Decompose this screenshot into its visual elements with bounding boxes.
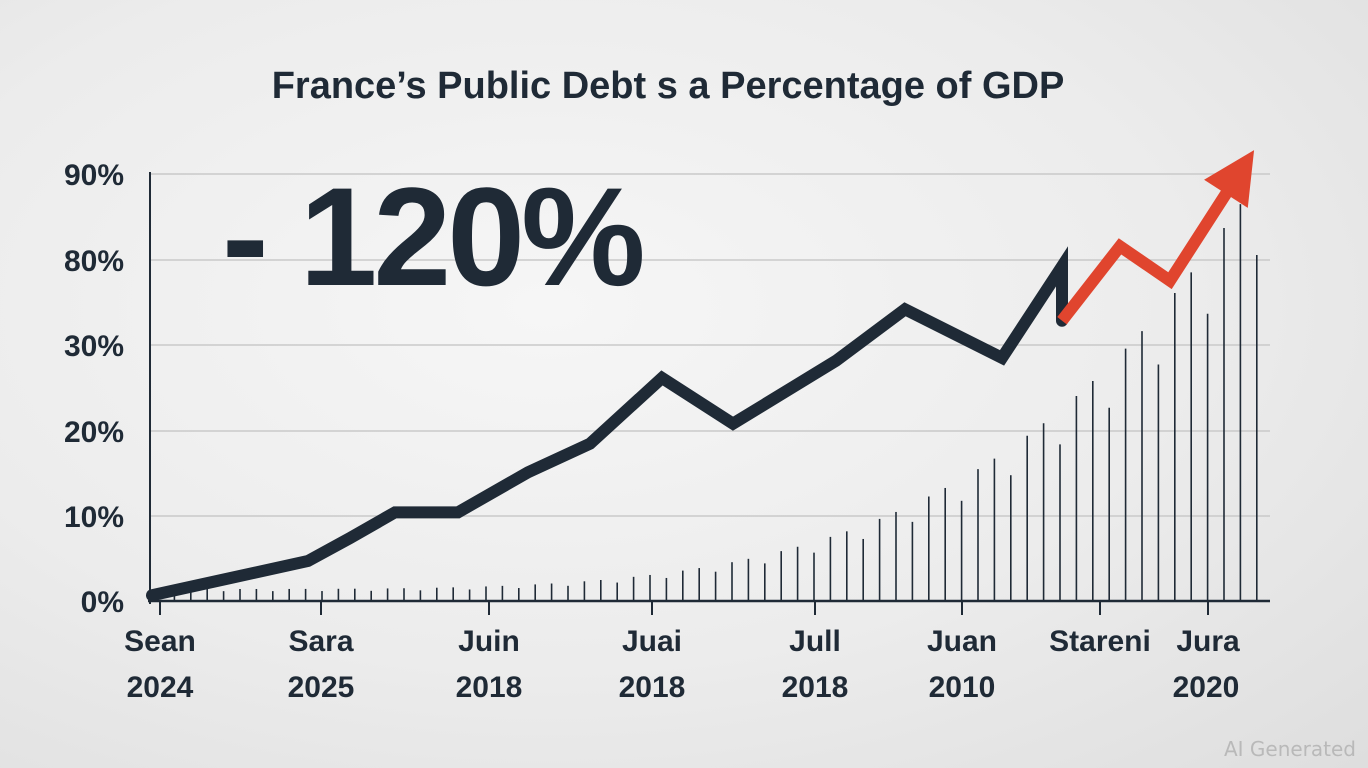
series-lines [146, 150, 1255, 602]
series-line-debt [146, 246, 1068, 602]
y-tick-labels: 0% 10% 20% 30% 80% 90% [64, 159, 124, 619]
y-tick-label: 20% [64, 416, 124, 449]
y-tick-label: 30% [64, 330, 124, 363]
y-tick-label: 90% [64, 159, 124, 192]
chart-title: France’s Public Debt s a Percentage of G… [272, 65, 1065, 107]
x-tick-label: Jura [1176, 625, 1240, 658]
x-tick-label: 2018 [456, 671, 523, 704]
x-tick-label: Juan [927, 625, 997, 658]
x-tick-label: 2025 [288, 671, 355, 704]
gridlines [150, 173, 1270, 517]
x-tick-label: Juai [622, 625, 682, 658]
x-tick-label: 2024 [127, 671, 194, 704]
x-tick-label: Jull [789, 625, 841, 658]
x-tick-label: 2018 [782, 671, 849, 704]
y-tick-label: 80% [64, 245, 124, 278]
annotation-big-label: - 120% [222, 158, 642, 315]
x-tick-label: 2018 [619, 671, 686, 704]
x-tick-label: Stareni [1049, 625, 1151, 658]
x-tick-labels: Sean 2024 Sara 2025 Juin 2018 Juai 2018 Jull 2018… [124, 601, 1240, 704]
x-tick-label: Sean [124, 625, 196, 658]
baseline-spikes [157, 204, 1258, 601]
x-tick-label: Sara [288, 625, 353, 658]
series-line-projection [1057, 168, 1246, 325]
y-tick-label: 0% [81, 586, 124, 619]
x-tick-label: Juin [458, 625, 520, 658]
x-tick-label: 2010 [929, 671, 996, 704]
x-tick-label: 2020 [1173, 671, 1240, 704]
arrow-head [1204, 150, 1255, 208]
watermark: AI Generated [1224, 737, 1356, 761]
y-tick-label: 10% [64, 501, 124, 534]
